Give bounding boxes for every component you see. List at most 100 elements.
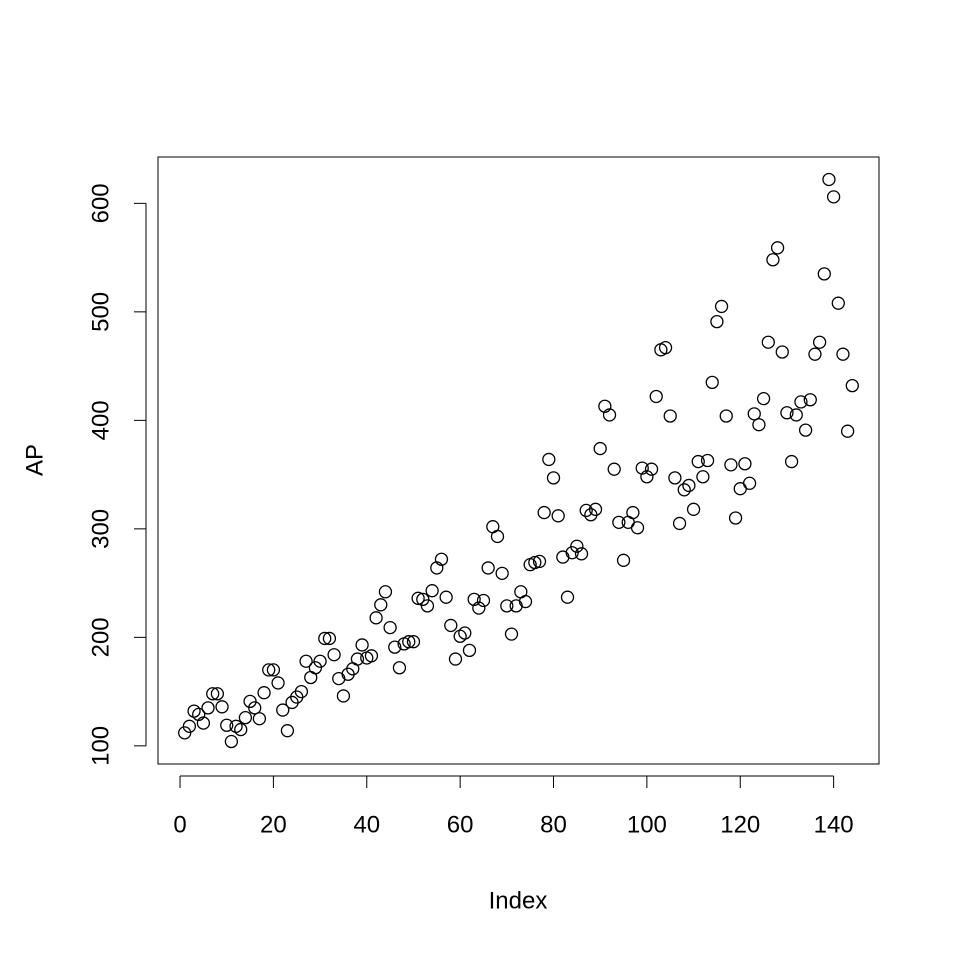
point [742,476,757,490]
point [336,689,351,703]
point [714,299,729,314]
x-tick-label: 40 [353,811,380,838]
point [686,502,701,516]
point [276,703,290,717]
point [364,649,379,663]
y-axis-label: AP [21,444,48,476]
point [369,611,383,625]
point [448,652,463,666]
point [546,471,561,485]
point [406,635,421,649]
point [612,515,626,529]
point [658,341,673,355]
point [607,462,621,476]
y-tick-label: 100 [87,726,114,766]
point [766,253,780,267]
point [402,635,416,649]
plot-frame [157,156,880,765]
point [626,505,640,520]
point [560,590,575,604]
point [388,640,402,654]
point [798,423,813,437]
point [649,389,663,404]
point [434,552,449,566]
point [462,643,477,658]
y-tick-label: 300 [87,509,114,549]
point [439,590,453,604]
point [248,701,262,715]
point [206,687,220,701]
point [682,478,696,493]
point [322,631,337,646]
point [728,511,743,525]
point [182,719,197,733]
point [327,648,341,662]
point [234,722,248,737]
x-axis-label: Index [489,887,548,914]
point [542,452,556,467]
point [257,686,271,700]
point [630,521,645,535]
point [775,345,789,359]
point [528,555,542,570]
point [579,503,593,518]
point [789,408,803,422]
point [696,470,710,484]
point [215,700,229,714]
point [444,618,458,633]
point [355,638,369,652]
point [500,599,514,613]
point [756,392,771,406]
point [504,627,519,641]
point [280,724,295,738]
point [383,620,397,635]
point [313,654,327,668]
point [196,716,211,730]
point [672,516,687,531]
point [663,409,677,423]
y-tick-label: 500 [87,292,114,332]
point [490,529,505,544]
x-tick-label: 120 [720,811,760,838]
point [262,663,276,677]
point [518,594,533,609]
point [574,547,589,561]
point [794,395,808,409]
point [252,712,267,726]
point [761,335,775,349]
point [668,471,682,485]
point [266,663,281,677]
point [220,718,234,732]
point [691,454,705,469]
x-tick-label: 140 [814,811,854,838]
point [724,458,738,472]
y-tick-label: 400 [87,400,114,440]
point [812,335,827,349]
point [817,267,831,281]
point [840,424,855,438]
point [602,408,617,422]
point [784,454,799,469]
point [210,687,225,701]
point [481,561,495,575]
point [392,661,407,675]
y-tick-label: 200 [87,617,114,657]
point [845,378,859,393]
point [294,684,309,699]
point [616,553,631,567]
point [710,314,724,329]
point [495,566,509,580]
point [374,598,388,612]
point [476,593,491,608]
point [411,591,425,605]
x-tick-label: 0 [173,811,186,838]
point [271,676,285,690]
point [299,654,313,668]
point [700,453,715,468]
point [224,734,239,749]
point [570,539,584,553]
x-tick-label: 100 [627,811,667,838]
y-tick-label: 600 [87,183,114,223]
